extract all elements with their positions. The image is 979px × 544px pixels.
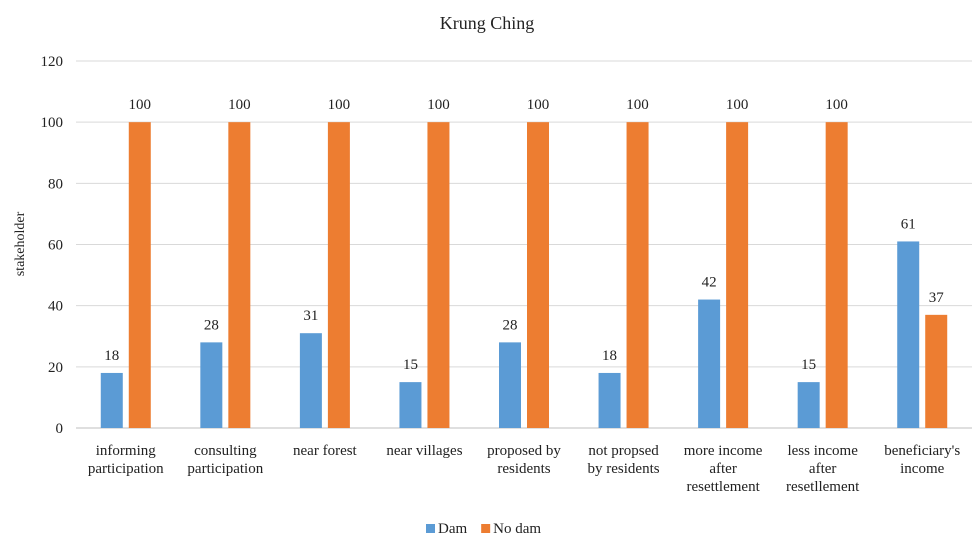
bar-no-dam [228, 122, 251, 429]
y-tick-label: 60 [48, 238, 63, 254]
gridlines [76, 60, 972, 429]
y-axis-label: stakeholder [13, 211, 28, 276]
bar-dam [797, 382, 820, 428]
x-category-label: after [809, 461, 836, 477]
bar-dam [698, 299, 721, 428]
x-category-label: resettlement [686, 479, 760, 495]
bar-dam [200, 342, 223, 428]
legend: Dam No dam [426, 521, 541, 537]
bar-dam [399, 382, 422, 428]
bar-dam [897, 241, 920, 428]
bars [100, 122, 948, 429]
x-category-label: not propsed [588, 443, 659, 459]
y-tick-label: 0 [56, 421, 64, 437]
data-label: 15 [403, 357, 418, 373]
data-label: 18 [602, 348, 617, 364]
y-tick-label: 120 [41, 54, 64, 70]
bar-no-dam [427, 122, 450, 429]
data-label: 100 [825, 97, 848, 113]
legend-swatch [426, 524, 435, 533]
bar-no-dam [527, 122, 549, 429]
data-labels: 18 100 28 100 31 100 15 100 28 100 18 100 42 100 15 100… [104, 97, 944, 373]
x-category-label: informing [96, 443, 156, 459]
x-category-label: after [709, 461, 736, 477]
legend-swatch [481, 524, 491, 533]
x-category-label: more income [684, 443, 763, 459]
bar-dam [499, 342, 521, 428]
data-label: 28 [204, 317, 219, 333]
y-tick-label: 100 [41, 115, 64, 131]
data-label: 42 [702, 275, 717, 291]
y-tick-label: 80 [48, 176, 63, 192]
bar-dam [100, 372, 123, 428]
y-tick-label: 20 [48, 360, 63, 376]
data-label: 100 [328, 97, 351, 113]
data-label: 61 [901, 216, 916, 232]
x-category-label: income [900, 461, 944, 477]
x-category-label: participation [187, 461, 263, 477]
x-category-label: less income [787, 443, 858, 459]
legend-label: Dam [438, 521, 467, 537]
x-category-label: residents [497, 461, 550, 477]
data-label: 100 [527, 97, 550, 113]
data-label: 100 [427, 97, 450, 113]
data-label: 100 [228, 97, 251, 113]
bar-no-dam [626, 122, 649, 429]
bar-no-dam [327, 122, 350, 429]
data-label: 100 [626, 97, 649, 113]
bar-dam [598, 372, 621, 428]
data-label: 37 [929, 290, 945, 306]
chart-title: Krung Ching [440, 13, 535, 33]
data-label: 28 [503, 317, 518, 333]
bar-no-dam [128, 122, 151, 429]
x-category-label: proposed by [487, 443, 561, 459]
legend-label: No dam [493, 521, 541, 537]
x-category-label: resetllement [786, 479, 860, 495]
data-label: 18 [104, 348, 119, 364]
bar-no-dam [825, 122, 848, 429]
bar-no-dam [726, 122, 749, 429]
y-axis-ticks: 0 20 40 60 80 100 120 [41, 54, 64, 437]
x-category-label: consulting [194, 443, 257, 459]
x-category-label: near forest [293, 443, 358, 459]
bar-no-dam [925, 314, 948, 428]
bar-dam [299, 333, 322, 428]
x-category-label: near villages [386, 443, 462, 459]
data-label: 15 [801, 357, 816, 373]
y-tick-label: 40 [48, 299, 63, 315]
data-label: 100 [726, 97, 749, 113]
data-label: 31 [303, 308, 318, 324]
data-label: 100 [129, 97, 152, 113]
x-category-label: by residents [588, 461, 660, 477]
x-axis-categories: informing participation consulting particip… [88, 443, 961, 495]
x-category-label: participation [88, 461, 164, 477]
x-category-label: beneficiary's [884, 443, 960, 459]
